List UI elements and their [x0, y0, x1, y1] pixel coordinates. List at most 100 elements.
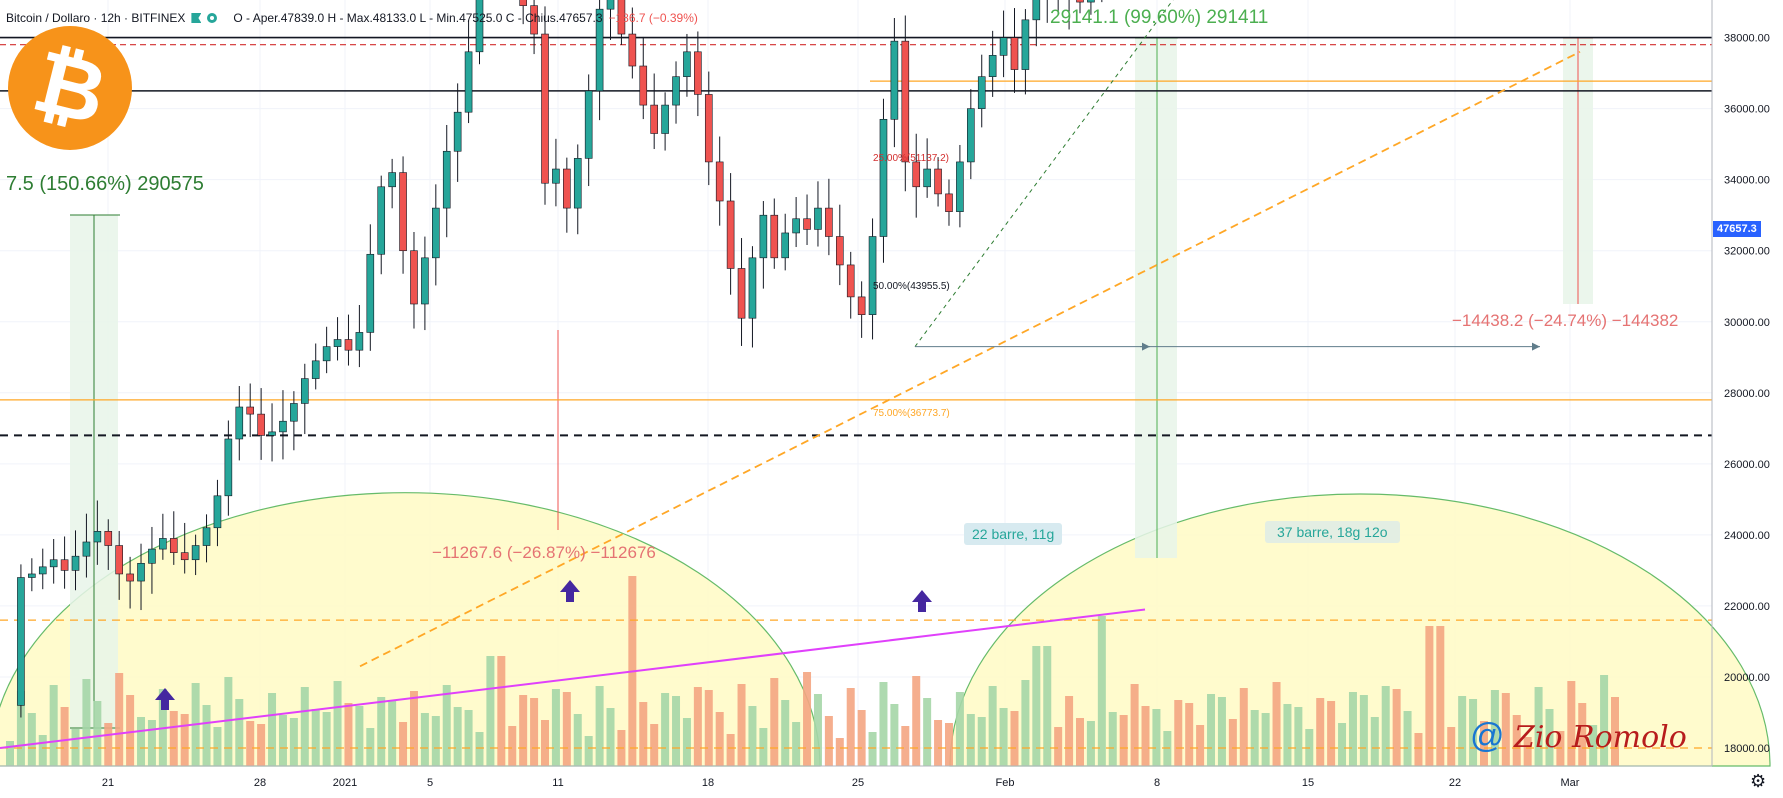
y-tick-label: 28000.00 [1724, 388, 1770, 400]
volume-bar [1239, 688, 1248, 766]
fib-75-label: 75.00%(36773.7) [873, 408, 950, 419]
candle-body [377, 186, 386, 255]
candle-body [759, 214, 768, 259]
volume-bar [1141, 706, 1150, 766]
volume-bar [1152, 709, 1161, 766]
candle-body [38, 566, 47, 575]
volume-bar [846, 688, 855, 766]
volume-bar [333, 681, 342, 766]
volume-bar [1370, 717, 1379, 766]
candle-body [541, 33, 549, 184]
candle-body [1021, 19, 1030, 70]
candle-body [290, 403, 298, 422]
x-tick-label: 8 [1154, 777, 1160, 789]
volume-bar [169, 711, 178, 766]
range-arrow-icon [1142, 342, 1150, 351]
volume-bar [442, 685, 451, 766]
candle-body [890, 40, 899, 120]
volume-bar [344, 703, 353, 766]
candle-body [300, 378, 309, 404]
candle-body [977, 76, 986, 109]
candle-body [60, 559, 69, 571]
candle-body [683, 51, 691, 77]
cycle-marker-arrow-icon [912, 590, 932, 612]
watermark-name: Zio Romolo [1513, 720, 1687, 755]
volume-bar [1381, 686, 1390, 766]
candle-body [93, 531, 102, 543]
volume-bar [93, 701, 102, 766]
volume-bar [1250, 710, 1259, 766]
candle-body [410, 250, 418, 305]
candle-body [388, 172, 396, 188]
candle-body [246, 406, 255, 415]
volume-bar [1010, 711, 1019, 766]
volume-bar [562, 692, 571, 766]
candle-body [803, 218, 811, 230]
bars-label-1: 22 barre, 11g [964, 523, 1063, 545]
candle-body [1010, 37, 1019, 70]
candle-body [355, 332, 364, 351]
y-tick-label: 38000.00 [1724, 33, 1770, 45]
cycle-marker-arrow-icon [560, 580, 580, 602]
volume-bar [1338, 723, 1347, 766]
candle-body [584, 90, 593, 159]
measure-zone-top [1135, 38, 1177, 558]
volume-bar [857, 710, 866, 766]
x-tick-label: 11 [552, 777, 563, 789]
candle-body [781, 232, 790, 259]
symbol-header: Bitcoin / Dollaro · 12h · BITFINEX O - A… [6, 8, 698, 28]
volume-bar [650, 724, 659, 766]
price-axis: 18000.00 20000.00 22000.00 24000.00 26000.00… [1711, 0, 1770, 766]
x-tick-label: 2021 [333, 777, 357, 789]
candle-body [453, 111, 462, 152]
x-tick-label: 18 [702, 777, 714, 789]
candle-body [169, 538, 178, 553]
candle-body [464, 51, 473, 113]
volume-bar [1447, 727, 1456, 766]
volume-bar [388, 700, 397, 766]
candle-body [835, 236, 844, 266]
volume-bar [682, 718, 691, 766]
trend-lines [0, 0, 1581, 749]
volume-bar [147, 720, 156, 766]
flag-icon[interactable] [191, 13, 202, 23]
volume-bar [38, 735, 47, 766]
candle-body [257, 413, 265, 436]
candle-body [137, 562, 145, 582]
volume-bar [366, 728, 375, 766]
candle-body [617, 0, 626, 35]
volume-bar [453, 707, 462, 766]
candle-body [28, 573, 36, 578]
volume-bar [999, 708, 1008, 766]
x-tick-label: Mar [1561, 777, 1580, 789]
volume-bar [813, 694, 822, 766]
volume-bar [1425, 626, 1434, 766]
volume-bar [49, 685, 58, 766]
volume-bar [300, 687, 309, 766]
x-tick-label: 15 [1302, 777, 1314, 789]
volume-bar [180, 714, 189, 766]
candle-body [967, 108, 975, 163]
settings-gear-icon[interactable]: ⚙ [1750, 771, 1767, 791]
candle-body [563, 168, 571, 209]
horizontal-levels [0, 36, 1712, 749]
symbol-title[interactable]: Bitcoin / Dollaro · 12h · BITFINEX [6, 11, 186, 25]
x-tick-label: 21 [102, 777, 114, 789]
candle-body [1087, 0, 1095, 3]
volume-bar [322, 712, 331, 766]
volume-bar [104, 723, 113, 766]
volume-bar [1065, 696, 1074, 766]
left-measure-label: 7.5 (150.66%) 290575 [6, 173, 204, 195]
candle-body [945, 193, 953, 212]
candle-body [180, 552, 189, 561]
volume-bar [759, 728, 768, 766]
candle-body [988, 55, 997, 77]
candle-body [399, 172, 407, 252]
candle-body [792, 218, 800, 234]
volume-bar [289, 718, 298, 766]
volume-bar [202, 705, 211, 766]
y-tick-label: 24000.00 [1724, 530, 1770, 542]
y-tick-label: 18000.00 [1724, 743, 1770, 755]
candle-body [825, 207, 833, 237]
